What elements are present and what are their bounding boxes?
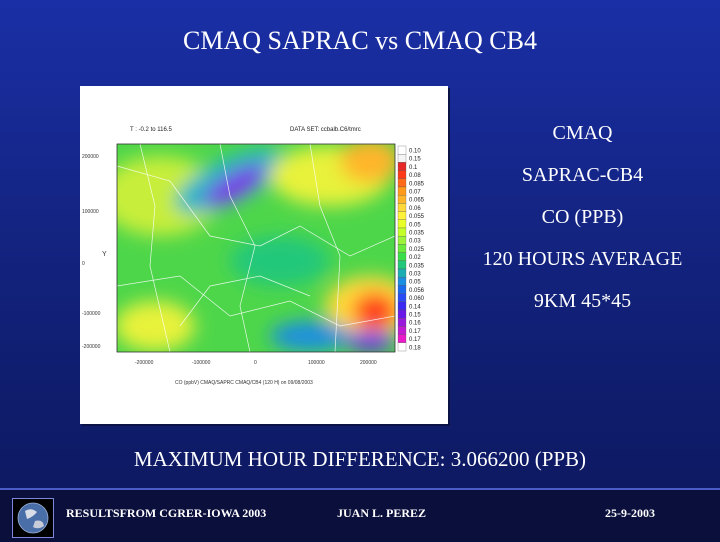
- y-tick: -200000: [82, 344, 101, 350]
- legend-swatch: [397, 170, 407, 179]
- model-label: CMAQ: [552, 122, 613, 144]
- legend-value: 0.05: [409, 222, 421, 228]
- footer-bar: RESULTSFROM CGRER-IOWA 2003 JUAN L. PERE…: [0, 488, 720, 542]
- legend-value: 0.07: [409, 190, 421, 196]
- legend-value: 0.10: [409, 149, 421, 155]
- legend-swatch: [397, 309, 407, 319]
- averaging-label: 120 HOURS AVERAGE: [482, 248, 683, 270]
- legend-swatch: [397, 162, 407, 171]
- max-hour-difference: MAXIMUM HOUR DIFFERENCE: 3.066200 (PPB): [133, 447, 587, 471]
- legend-swatch: [397, 293, 407, 302]
- y-tick: 100000: [82, 209, 99, 215]
- slide-title: CMAQ SAPRAC vs CMAQ CB4: [183, 26, 537, 55]
- legend-value: 0.05: [409, 280, 421, 286]
- legend-swatch: [397, 301, 407, 311]
- legend-swatch: [397, 145, 407, 155]
- grid-label: 9KM 45*45: [533, 290, 632, 312]
- legend-value: 0.18: [409, 345, 421, 351]
- legend-swatch: [397, 318, 407, 327]
- co-difference-map: T : -0.2 to 116.5 DATA SET: ccbalb.C6/tm…: [80, 86, 448, 424]
- legend-value: 0.035: [409, 263, 425, 269]
- x-tick: 200000: [360, 360, 377, 366]
- legend-value: 0.056: [409, 288, 425, 294]
- legend-value: 0.14: [409, 304, 421, 310]
- y-tick: 200000: [82, 154, 99, 160]
- legend-value: 0.025: [409, 247, 425, 253]
- legend-value: 0.08: [409, 173, 421, 179]
- legend-swatch: [397, 277, 407, 286]
- legend-swatch: [397, 285, 407, 294]
- range-text: T : -0.2 to 116.5: [130, 127, 172, 133]
- globe-icon: [12, 498, 54, 538]
- legend-value: 0.15: [409, 157, 421, 163]
- legend-value: 0.060: [409, 296, 425, 302]
- legend-swatch: [397, 186, 407, 196]
- legend-value: 0.035: [409, 231, 425, 237]
- legend-swatch: [397, 244, 407, 253]
- legend-value: 0.15: [409, 313, 421, 319]
- legend-value: 0.06: [409, 206, 421, 212]
- species-label: CO (PPB): [541, 206, 624, 228]
- legend-swatch: [397, 203, 407, 212]
- legend-swatch: [397, 326, 407, 335]
- legend-value: 0.03: [409, 239, 421, 245]
- mechanism-label: SAPRAC-CB4: [521, 164, 644, 186]
- legend-value: 0.17: [409, 329, 421, 335]
- footer-author: JUAN L. PEREZ: [337, 506, 427, 520]
- legend-swatch: [397, 334, 407, 343]
- legend-value: 0.085: [409, 181, 425, 187]
- y-tick: -100000: [82, 311, 101, 317]
- legend-swatch: [397, 342, 407, 352]
- legend-swatch: [397, 195, 407, 204]
- x-ticks: -200000 -100000 0 100000 200000: [135, 360, 377, 366]
- legend-swatch: [397, 154, 407, 163]
- color-legend: 0.10 0.15 0.1 0.08 0.085 0.07 0.065 0.06 0.055 0.…: [397, 145, 425, 352]
- legend-swatch: [397, 178, 407, 188]
- x-tick: 100000: [308, 360, 325, 366]
- legend-swatch: [397, 219, 407, 229]
- legend-value: 0.02: [409, 255, 421, 261]
- footer-organization: RESULTSFROM CGRER-IOWA 2003: [66, 506, 267, 520]
- legend-value: 0.065: [409, 198, 425, 204]
- legend-swatch: [397, 260, 407, 270]
- legend-swatch: [397, 268, 407, 278]
- legend-swatch: [397, 252, 407, 261]
- y-ticks: 200000 100000 0 -100000 -200000: [82, 154, 101, 350]
- legend-swatch: [397, 236, 407, 245]
- footer-date: 25-9-2003: [605, 506, 655, 520]
- x-tick: -100000: [192, 360, 211, 366]
- x-tick: -200000: [135, 360, 154, 366]
- legend-swatch: [397, 227, 407, 237]
- y-axis-label: Y: [102, 251, 107, 258]
- x-tick: 0: [254, 360, 257, 366]
- legend-swatch: [397, 211, 407, 220]
- dataset-text: DATA SET: ccbalb.C6/tmrc: [290, 127, 361, 133]
- legend-value: 0.16: [409, 321, 421, 327]
- map-caption: CO (ppbV) CMAQ/SAPRC CMAQ/CB4 (120 H) on…: [175, 380, 313, 386]
- legend-value: 0.1: [409, 165, 418, 171]
- contour-field: [117, 144, 395, 352]
- legend-value: 0.17: [409, 337, 421, 343]
- legend-value: 0.03: [409, 272, 421, 278]
- map-description: CMAQ SAPRAC-CB4 CO (PPB) 120 HOURS AVERA…: [480, 120, 685, 330]
- legend-value: 0.055: [409, 214, 425, 220]
- y-tick: 0: [82, 261, 85, 267]
